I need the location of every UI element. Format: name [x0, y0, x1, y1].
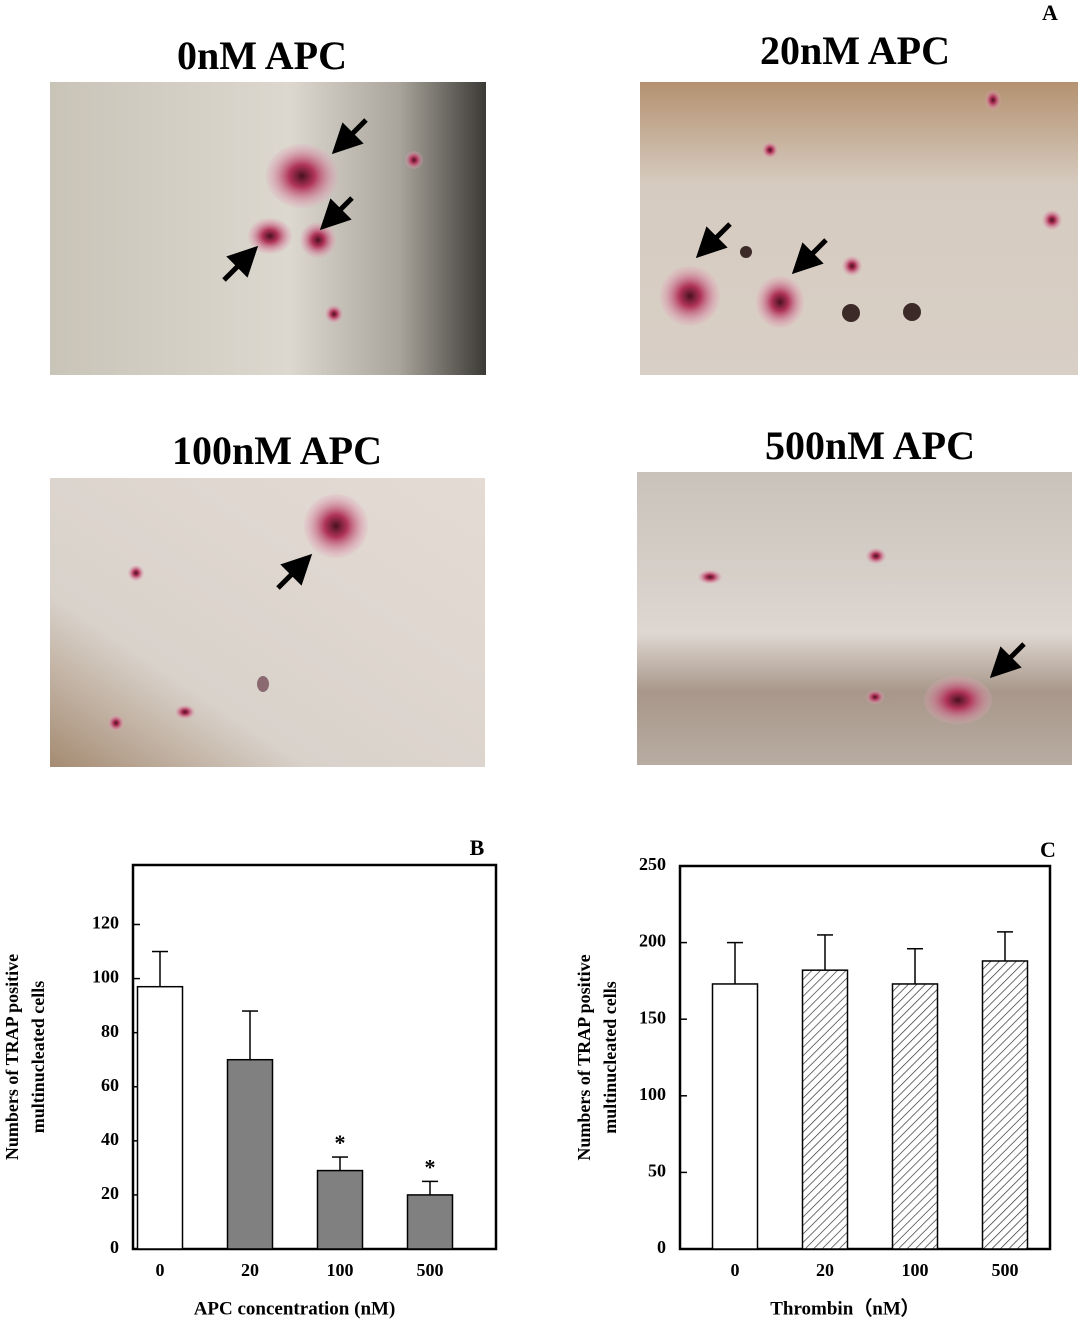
micrograph: 20nM APC	[640, 28, 1078, 375]
annotation: *	[335, 1130, 346, 1155]
image-title: 0nM APC	[177, 33, 347, 78]
x-tick-label: 20	[241, 1260, 259, 1280]
bar	[711, 983, 759, 1250]
y-tick-label: 60	[101, 1075, 119, 1095]
bar	[406, 1194, 454, 1250]
plot-frame	[131, 863, 498, 1251]
y-axis-label: Numbers of TRAP positive	[574, 954, 594, 1160]
bar	[891, 983, 939, 1250]
x-tick-label: 100	[902, 1260, 929, 1280]
image-title: 100nM APC	[172, 428, 382, 473]
micrograph: 100nM APC	[50, 428, 485, 767]
x-axis-label: Thrombin（nM）	[770, 1296, 920, 1319]
y-tick-label: 150	[639, 1007, 666, 1027]
panel-label: C	[1040, 837, 1056, 862]
y-tick-label: 0	[657, 1237, 666, 1257]
y-axis-label: multinucleated cells	[600, 981, 620, 1133]
y-tick-label: 40	[101, 1129, 119, 1149]
panel-label: B	[470, 835, 485, 860]
image-title: 20nM APC	[760, 28, 950, 73]
y-tick-label: 100	[92, 967, 119, 987]
y-tick-label: 200	[639, 931, 666, 951]
x-tick-label: 500	[417, 1260, 444, 1280]
x-axis-label: APC concentration (nM)	[194, 1298, 396, 1319]
y-tick-label: 80	[101, 1021, 119, 1041]
bar	[801, 969, 849, 1250]
x-tick-label: 0	[156, 1260, 165, 1280]
y-axis-label: Numbers of TRAP positive	[2, 954, 22, 1160]
image-title: 500nM APC	[765, 423, 975, 468]
y-axis-label: multinucleated cells	[28, 981, 48, 1133]
x-tick-label: 0	[731, 1260, 740, 1280]
bar	[316, 1169, 364, 1250]
y-tick-label: 250	[639, 854, 666, 874]
x-tick-label: 100	[327, 1260, 354, 1280]
y-tick-label: 100	[639, 1084, 666, 1104]
bar	[226, 1058, 274, 1250]
y-tick-label: 120	[92, 913, 119, 933]
plot-frame	[678, 864, 1052, 1251]
bar	[136, 985, 184, 1250]
y-tick-label: 50	[648, 1161, 666, 1181]
micrograph: 500nM APC	[637, 423, 1072, 765]
annotation: *	[425, 1154, 436, 1179]
y-tick-label: 0	[110, 1237, 119, 1257]
micrograph: 0nM APC	[50, 33, 486, 375]
x-tick-label: 20	[816, 1260, 834, 1280]
bar	[981, 960, 1029, 1250]
panel-label: A	[1042, 0, 1058, 25]
y-tick-label: 20	[101, 1183, 119, 1203]
x-tick-label: 500	[992, 1260, 1019, 1280]
charts: B 0 20 40 60 80 100 120 Numbers of TRAP positive…	[2, 835, 1056, 1319]
